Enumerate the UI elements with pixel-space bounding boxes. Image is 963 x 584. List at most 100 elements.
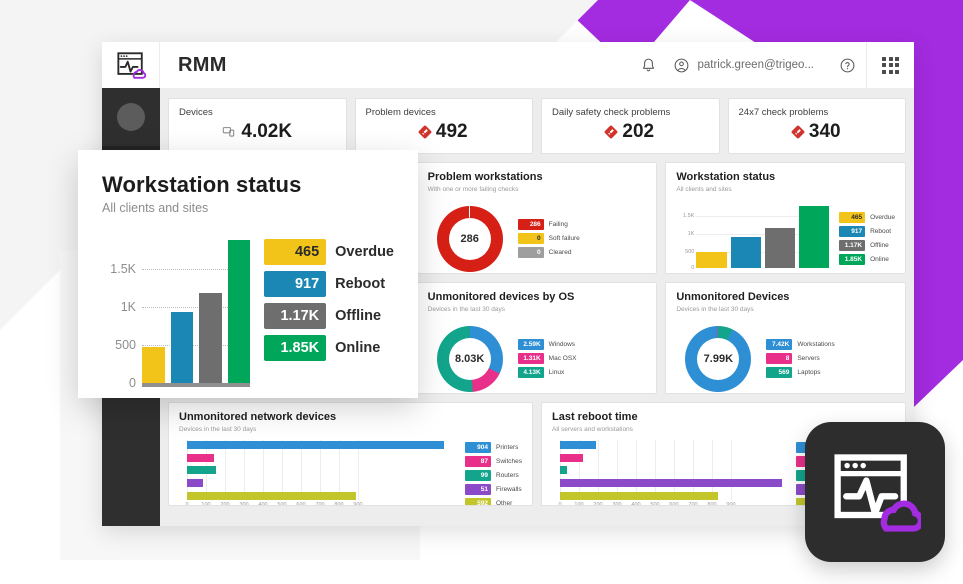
bar <box>560 440 597 449</box>
bar-row <box>187 491 455 500</box>
rmm-window-pulse-cloud-icon <box>834 454 921 532</box>
donut-chart: 7.99K <box>685 325 752 392</box>
legend-item-overdue[interactable]: 465 Overdue <box>264 239 394 265</box>
chart-row-3: Unmonitored network devices Devices in t… <box>168 402 906 506</box>
kpi-card-daily-safety-check-problems[interactable]: Daily safety check problems 202 <box>541 98 720 154</box>
kpi-title: Devices <box>179 107 213 118</box>
card-unmonitored-network-devices[interactable]: Unmonitored network devices Devices in t… <box>168 402 533 506</box>
legend-item[interactable]: 1.85K Online <box>839 254 895 266</box>
kpi-card-problem-devices[interactable]: Problem devices 492 <box>354 98 533 154</box>
card-subtitle: Devices in the last 30 days <box>179 426 257 434</box>
header-actions: patrick.green@trigeo... <box>629 42 914 88</box>
bar-row <box>560 479 786 488</box>
chart-body: 8.03K 2.59K Windows 1.31K Mac OSX 4.13K Lin… <box>428 318 647 393</box>
legend-item[interactable]: 465 Overdue <box>839 212 895 224</box>
bar <box>696 252 727 268</box>
legend-item[interactable]: 2.59K Windows <box>517 339 577 351</box>
legend-value: 592 <box>464 498 491 505</box>
question-circle-icon <box>840 58 854 72</box>
legend-item[interactable]: 286 Failing <box>517 219 580 231</box>
legend-item[interactable]: 0 Cleared <box>517 247 580 259</box>
donut-center-label: 8.03K <box>448 337 491 380</box>
x-tick: 300 <box>612 501 622 506</box>
legend-item[interactable]: 7.42K Workstations <box>766 339 835 351</box>
legend-item[interactable]: 917 Reboot <box>839 226 895 238</box>
user-menu[interactable]: patrick.green@trigeo... <box>667 57 828 74</box>
x-tick: 700 <box>315 501 325 506</box>
donut-center-label: 286 <box>448 217 491 260</box>
legend-label: Cleared <box>548 249 572 257</box>
chart-body: 286 286 Failing 0 Soft failure 0 Cleared <box>428 198 647 273</box>
x-tick: 200 <box>593 501 603 506</box>
kpi-card-devices[interactable]: Devices 4.02K <box>168 98 347 154</box>
donut-center-label: 7.99K <box>697 337 740 380</box>
legend-label: Servers <box>797 355 820 363</box>
card-unmonitored-devices-by-os[interactable]: Unmonitored devices by OS Devices in the… <box>416 282 658 394</box>
overlay-title: Workstation status <box>102 172 302 197</box>
legend-item-online[interactable]: 1.85K Online <box>264 335 394 361</box>
legend-value: 569 <box>766 367 793 379</box>
x-tick: 800 <box>707 501 717 506</box>
x-tick: 900 <box>726 501 736 506</box>
legend-item-reboot[interactable]: 917 Reboot <box>264 271 394 297</box>
card-unmonitored-devices[interactable]: Unmonitored Devices Devices in the last … <box>665 282 907 394</box>
bar <box>560 491 719 500</box>
help-button[interactable] <box>828 42 866 88</box>
legend-item[interactable]: 87 Switches <box>464 456 522 468</box>
legend-item[interactable]: 904 Printers <box>464 442 522 454</box>
legend-value: 465 <box>839 212 866 224</box>
card-title: Unmonitored network devices <box>179 411 337 423</box>
notifications-button[interactable] <box>629 42 667 88</box>
card-subtitle: Devices in the last 30 days <box>427 306 505 314</box>
legend-value: 1.17K <box>839 240 866 252</box>
card-problem-workstations[interactable]: Problem workstations With one or more fa… <box>416 162 658 274</box>
bar-plot: 1.5K 1K 500 0 <box>676 198 833 273</box>
x-tick: 500 <box>277 501 287 506</box>
kpi-title: Daily safety check problems <box>552 107 671 118</box>
gridline <box>142 269 251 270</box>
legend: 465 Overdue 917 Reboot 1.17K Offline 1.85K O… <box>833 198 895 273</box>
bar-row <box>187 453 455 462</box>
user-circle-icon <box>675 58 689 72</box>
legend-item[interactable]: 99 Routers <box>464 470 522 482</box>
card-subtitle: Devices in the last 30 days <box>676 306 754 314</box>
legend-label: Workstations <box>797 341 835 349</box>
card-title: Last reboot time <box>552 411 638 423</box>
legend-item-offline[interactable]: 1.17K Offline <box>264 303 394 329</box>
bar <box>764 228 795 268</box>
y-tick: 1.5K <box>110 262 136 276</box>
y-axis: 1.5K 1K 500 0 <box>676 198 696 271</box>
legend-item[interactable]: 1.17K Offline <box>839 240 895 252</box>
hbar-plot: 0 100 200 300 400 500 600 700 800 900 <box>179 438 459 506</box>
legend-item[interactable]: 4.13K Linux <box>517 367 577 379</box>
bar-overdue <box>142 347 165 383</box>
app-switcher-button[interactable] <box>866 42 914 88</box>
legend-item[interactable]: 0 Soft failure <box>517 233 580 245</box>
chart-body: 1.5K 1K 500 0 <box>676 198 895 273</box>
card-title: Problem workstations <box>427 171 543 183</box>
legend-item[interactable]: 1.31K Mac OSX <box>517 353 576 365</box>
legend-item[interactable]: 8 Servers <box>766 353 834 365</box>
kpi-card-24x7-check-problems[interactable]: 24x7 check problems 340 <box>727 98 906 154</box>
overlay-bar-plot: 1.5K 1K 500 0 <box>102 231 254 401</box>
card-workstation-status[interactable]: Workstation status All clients and sites… <box>665 162 907 274</box>
overlay-chart-body: 1.5K 1K 500 0 465 Ov <box>102 231 394 401</box>
legend-label: Overdue <box>335 244 394 260</box>
legend-label: Online <box>870 256 889 264</box>
kpi-value: 492 <box>435 120 468 142</box>
app-header: RMM patrick.green@trigeo... <box>102 42 914 88</box>
workstation-status-overlay-card[interactable]: Workstation status All clients and sites… <box>78 150 418 398</box>
legend-item[interactable]: 592 Other <box>464 498 522 505</box>
legend-value: 917 <box>839 226 866 238</box>
legend-item[interactable]: 569 Laptops <box>766 367 834 379</box>
overlay-legend: 465 Overdue 917 Reboot 1.17K Offline 1.8… <box>254 231 394 401</box>
bars <box>560 440 786 500</box>
app-logo[interactable] <box>102 42 160 88</box>
legend: 7.42K Workstations 8 Servers 569 Laptops <box>760 318 835 393</box>
x-tick: 300 <box>239 501 249 506</box>
legend-item[interactable]: 51 Firewalls <box>464 484 522 496</box>
x-axis: 0 100 200 300 400 500 600 700 800 900 <box>552 501 790 506</box>
sidebar-tile-1[interactable] <box>102 88 160 146</box>
kpi-value-row: 4.02K <box>179 118 336 145</box>
card-title: Unmonitored Devices <box>676 291 790 303</box>
